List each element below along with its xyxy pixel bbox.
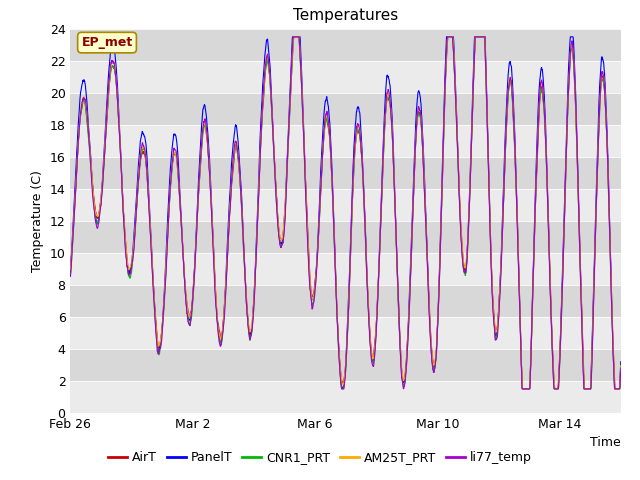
AirT: [518, 386, 526, 392]
Legend: AirT, PanelT, CNR1_PRT, AM25T_PRT, li77_temp: AirT, PanelT, CNR1_PRT, AM25T_PRT, li77_…: [103, 446, 537, 469]
AirT: [617, 361, 625, 367]
AirT: [602, 100, 609, 106]
AM25T_PRT: [95, 212, 102, 218]
PanelT: [617, 359, 625, 365]
Text: EP_met: EP_met: [81, 36, 132, 49]
AM25T_PRT: [335, 336, 342, 342]
AM25T_PRT: [602, 97, 609, 103]
PanelT: [320, 115, 328, 120]
AirT: [335, 336, 342, 342]
li77_temp: [602, 100, 609, 106]
li77_temp: [289, 34, 297, 40]
CNR1_PRT: [67, 273, 74, 279]
AirT: [67, 266, 74, 272]
Bar: [70, 349, 621, 381]
Bar: [70, 317, 621, 349]
Line: AM25T_PRT: AM25T_PRT: [70, 37, 621, 389]
li77_temp: [320, 129, 328, 135]
Line: li77_temp: li77_temp: [70, 37, 621, 389]
Bar: [70, 125, 621, 157]
Bar: [70, 189, 621, 221]
AirT: [500, 185, 508, 191]
CNR1_PRT: [335, 341, 342, 347]
li77_temp: [338, 386, 346, 392]
AM25T_PRT: [320, 131, 328, 137]
PanelT: [289, 34, 296, 40]
Y-axis label: Temperature (C): Temperature (C): [31, 170, 44, 272]
li77_temp: [335, 341, 342, 347]
CNR1_PRT: [95, 219, 102, 225]
CNR1_PRT: [338, 386, 346, 392]
AM25T_PRT: [500, 182, 508, 188]
PanelT: [500, 158, 508, 164]
PanelT: [67, 268, 74, 274]
Bar: [70, 221, 621, 253]
CNR1_PRT: [602, 103, 609, 108]
li77_temp: [95, 221, 102, 227]
li77_temp: [500, 173, 508, 179]
X-axis label: Time: Time: [590, 436, 621, 449]
li77_temp: [67, 274, 74, 279]
CNR1_PRT: [500, 177, 508, 182]
Title: Temperatures: Temperatures: [293, 9, 398, 24]
PanelT: [601, 81, 609, 86]
Bar: [70, 253, 621, 285]
Bar: [70, 285, 621, 317]
li77_temp: [617, 365, 625, 371]
Line: CNR1_PRT: CNR1_PRT: [70, 37, 621, 389]
PanelT: [339, 386, 346, 392]
AM25T_PRT: [617, 362, 625, 368]
PanelT: [335, 336, 342, 342]
PanelT: [95, 217, 102, 223]
AirT: [95, 213, 102, 219]
CNR1_PRT: [617, 369, 625, 375]
Bar: [70, 61, 621, 93]
AM25T_PRT: [601, 92, 609, 97]
CNR1_PRT: [290, 34, 298, 40]
Bar: [70, 381, 621, 413]
AirT: [601, 96, 609, 102]
AM25T_PRT: [290, 34, 298, 40]
AM25T_PRT: [519, 386, 527, 392]
AirT: [290, 34, 298, 40]
CNR1_PRT: [320, 136, 328, 142]
Bar: [70, 93, 621, 125]
Line: AirT: AirT: [70, 37, 621, 389]
AirT: [320, 135, 328, 141]
AM25T_PRT: [67, 266, 74, 272]
CNR1_PRT: [601, 97, 609, 103]
PanelT: [602, 86, 609, 92]
li77_temp: [601, 94, 609, 100]
Line: PanelT: PanelT: [70, 37, 621, 389]
Bar: [70, 29, 621, 61]
Bar: [70, 157, 621, 189]
